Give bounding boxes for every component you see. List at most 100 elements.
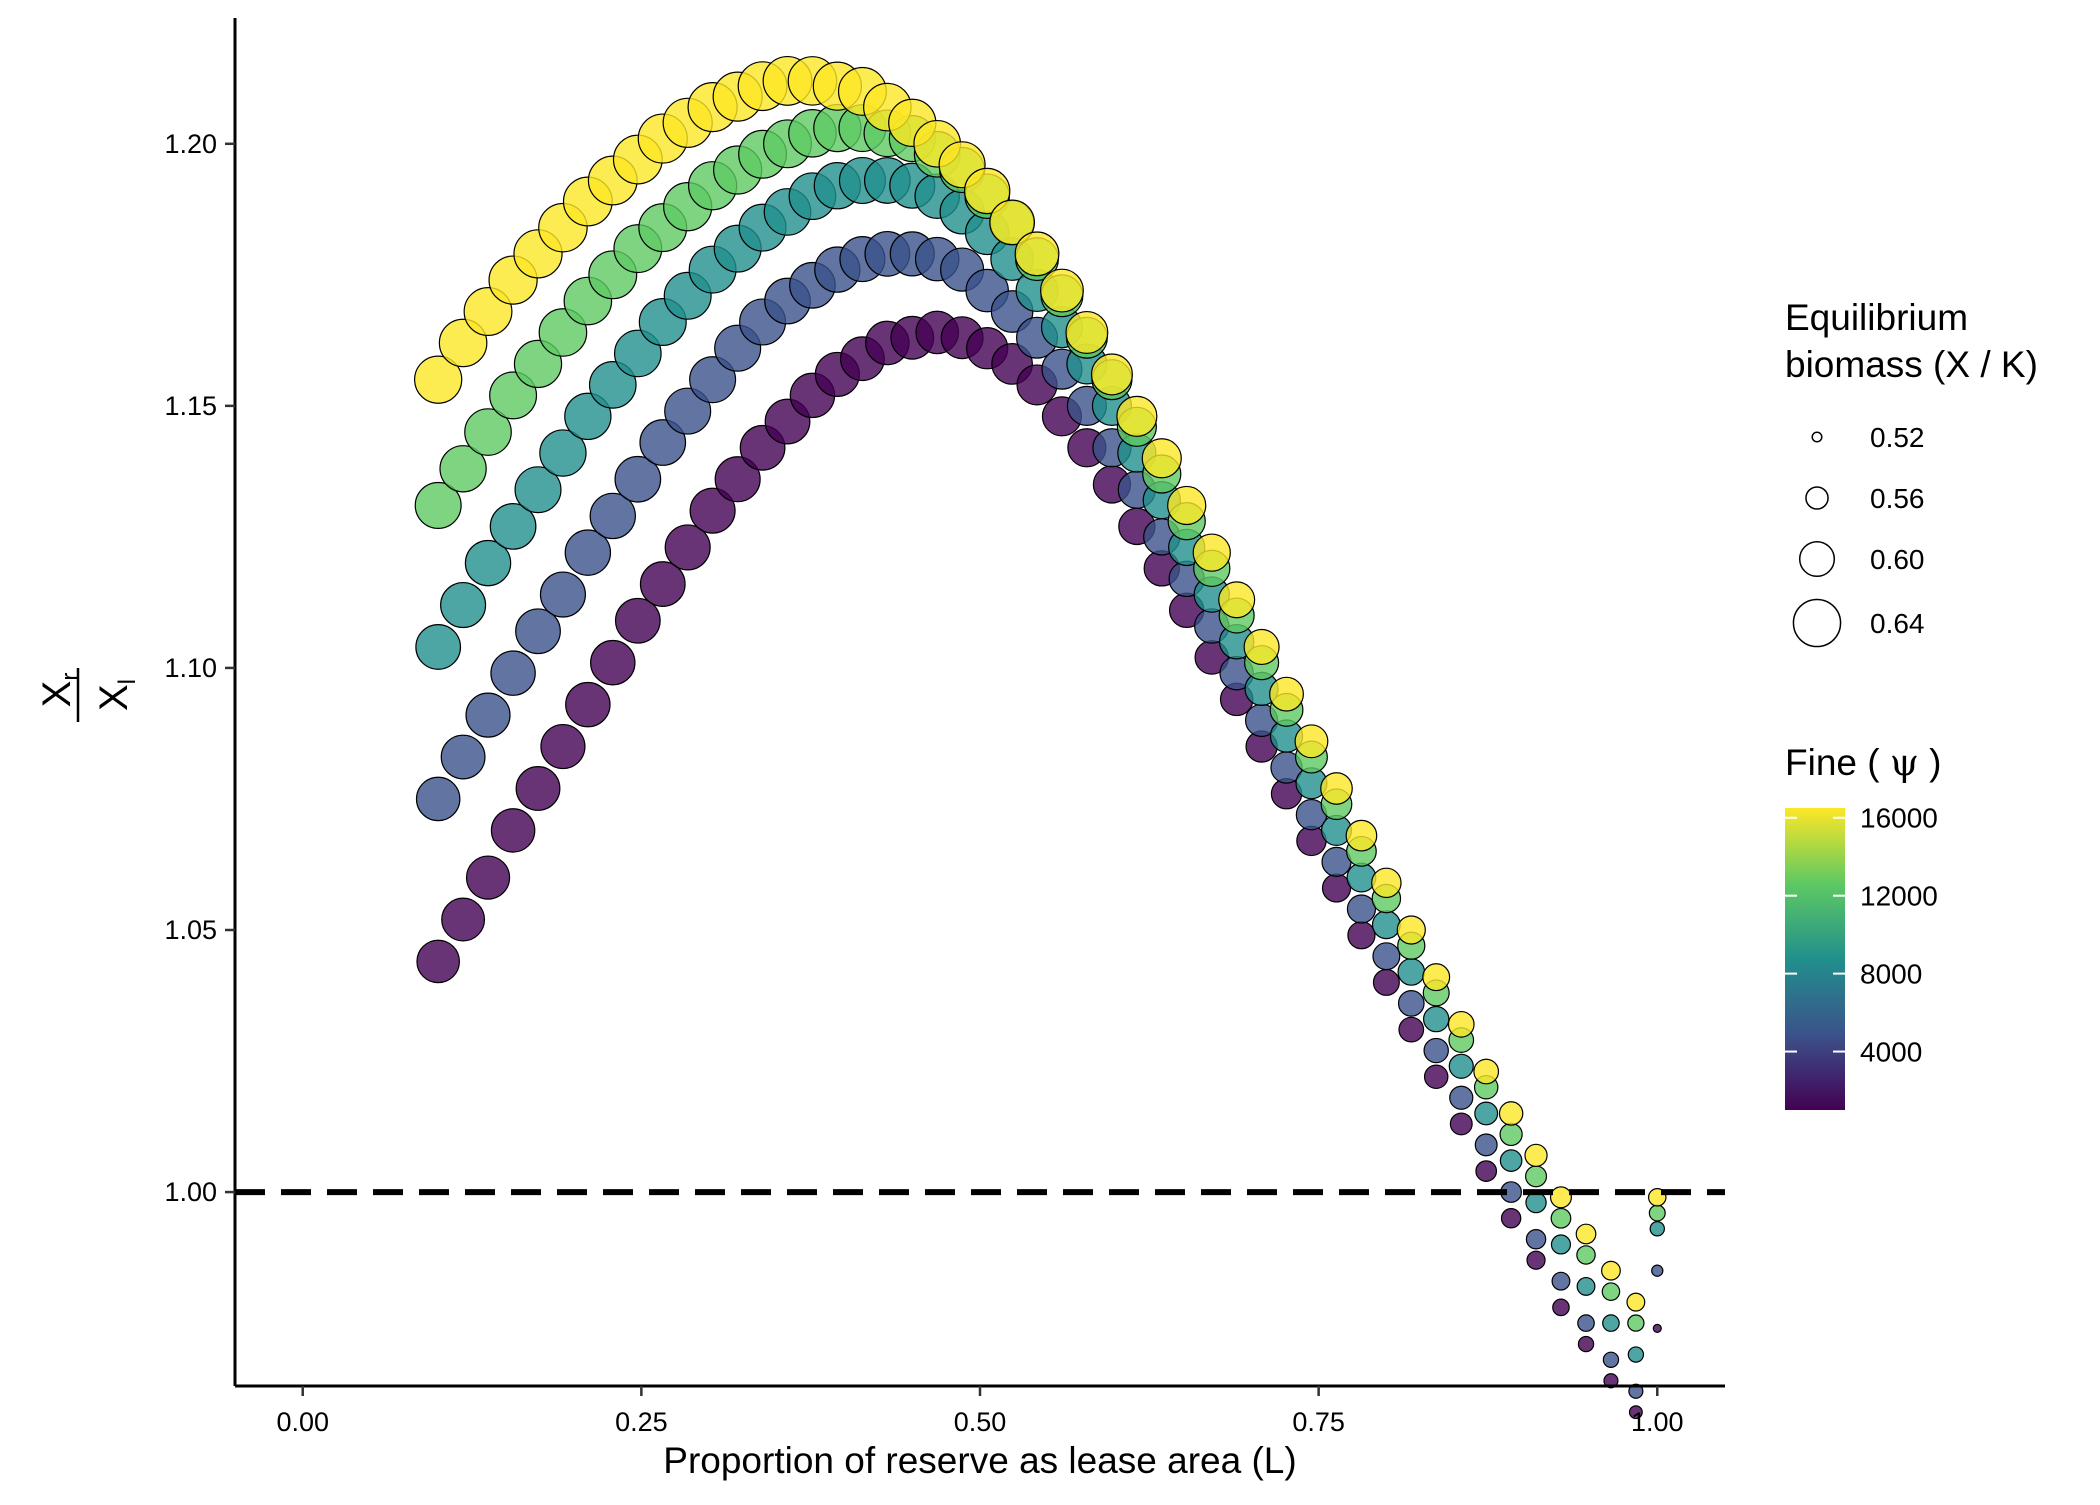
data-point <box>1347 921 1376 950</box>
y-axis-ticks: 1.00 1.05 1.10 1.15 1.20 <box>164 129 235 1207</box>
data-point <box>1192 533 1231 572</box>
size-legend-title-line1: Equilibrium <box>1785 297 1968 338</box>
data-point <box>1601 1260 1621 1281</box>
data-point <box>1549 1186 1572 1209</box>
data-point <box>1626 1292 1646 1312</box>
data-point <box>1269 676 1304 712</box>
data-point <box>714 456 761 503</box>
data-point <box>1294 724 1329 759</box>
data-point <box>1627 1346 1645 1363</box>
data-point <box>1423 1005 1450 1033</box>
size-legend-label: 0.52 <box>1870 422 1925 453</box>
x-axis-title: Proportion of reserve as lease area (L) <box>663 1440 1296 1481</box>
size-legend-label: 0.56 <box>1870 483 1925 514</box>
data-point <box>440 734 486 780</box>
data-point <box>1396 915 1426 945</box>
color-legend-title-suffix: ) <box>1919 742 1942 783</box>
data-point <box>564 392 612 441</box>
data-point <box>1345 819 1378 852</box>
data-point <box>1499 1149 1523 1172</box>
colorbar-label: 16000 <box>1860 803 1938 834</box>
data-point <box>1474 1101 1499 1126</box>
data-point <box>614 455 662 503</box>
data-point <box>465 692 511 738</box>
y-axis-numerator-subscript: r <box>57 673 84 681</box>
data-point <box>989 199 1036 246</box>
size-legend-items: 0.52 0.56 0.60 0.64 <box>1792 422 1925 648</box>
data-point <box>689 487 736 534</box>
y-tick-label: 1.20 <box>164 129 217 159</box>
data-point <box>1575 1223 1597 1245</box>
y-axis-numerator: Xr <box>35 673 84 708</box>
data-point <box>1551 1271 1571 1291</box>
data-point <box>1116 395 1158 437</box>
data-point <box>639 561 686 607</box>
data-point <box>1648 1204 1666 1222</box>
data-point <box>464 539 512 587</box>
x-tick-label: 0.75 <box>1292 1407 1345 1437</box>
y-axis-denominator-subscript: l <box>114 679 141 684</box>
data-point <box>564 529 612 576</box>
data-point <box>1449 1112 1473 1136</box>
data-point <box>1498 1101 1524 1126</box>
data-point <box>588 361 637 409</box>
data-point <box>1550 1234 1572 1255</box>
data-point <box>515 766 561 811</box>
data-point <box>1090 353 1133 396</box>
colorbar-label: 8000 <box>1860 959 1922 990</box>
data-point <box>1243 628 1280 666</box>
data-point <box>1651 1264 1664 1277</box>
y-axis-numerator-symbol: X <box>35 681 79 708</box>
data-point <box>1065 310 1109 354</box>
data-point <box>1499 1122 1523 1147</box>
scatter-points <box>414 55 1667 1420</box>
data-point <box>1218 581 1256 619</box>
data-point <box>1525 1229 1547 1250</box>
data-point <box>1526 1250 1546 1270</box>
data-point <box>1320 772 1353 805</box>
data-point <box>590 639 636 686</box>
data-point <box>1372 942 1401 971</box>
data-point <box>1602 1314 1620 1332</box>
data-point <box>664 524 711 571</box>
size-legend-key <box>1798 540 1836 578</box>
data-point <box>1039 268 1084 313</box>
y-tick-label: 1.00 <box>164 1177 217 1207</box>
data-point <box>1371 867 1402 899</box>
data-point <box>1601 1282 1621 1301</box>
data-point <box>1321 873 1352 903</box>
data-point <box>639 419 687 466</box>
data-point <box>1524 1143 1548 1168</box>
data-point <box>1475 1160 1498 1182</box>
color-legend-title: Fine ( ψ ) <box>1785 741 1941 784</box>
x-tick-label: 0.00 <box>276 1407 329 1437</box>
data-point <box>465 855 511 900</box>
data-point <box>664 387 712 435</box>
data-point <box>1141 438 1182 479</box>
size-legend: Equilibrium biomass (X / K) 0.52 0.56 0.60… <box>1785 297 2038 648</box>
colorbar <box>1785 808 1845 1110</box>
data-point <box>439 445 487 493</box>
size-legend-key <box>1792 598 1842 648</box>
y-tick-label: 1.05 <box>164 915 217 945</box>
x-axis-ticks: 0.00 0.25 0.50 0.75 1.00 <box>276 1386 1684 1437</box>
data-point <box>963 167 1011 215</box>
data-point <box>1576 1276 1596 1296</box>
data-point <box>1577 1314 1595 1332</box>
data-point <box>1346 894 1377 924</box>
data-point <box>490 808 536 853</box>
size-legend-label: 0.64 <box>1870 608 1925 639</box>
data-point <box>414 481 462 529</box>
data-point <box>1371 910 1401 940</box>
data-point <box>1346 862 1377 893</box>
y-axis-denominator-symbol: X <box>92 684 136 711</box>
data-point <box>539 429 587 477</box>
data-point <box>589 492 637 540</box>
y-axis-denominator: Xl <box>92 679 141 711</box>
size-legend-label: 0.60 <box>1870 544 1925 575</box>
data-point <box>464 408 512 456</box>
x-tick-label: 0.50 <box>954 1407 1007 1437</box>
size-legend-key <box>1805 486 1829 510</box>
